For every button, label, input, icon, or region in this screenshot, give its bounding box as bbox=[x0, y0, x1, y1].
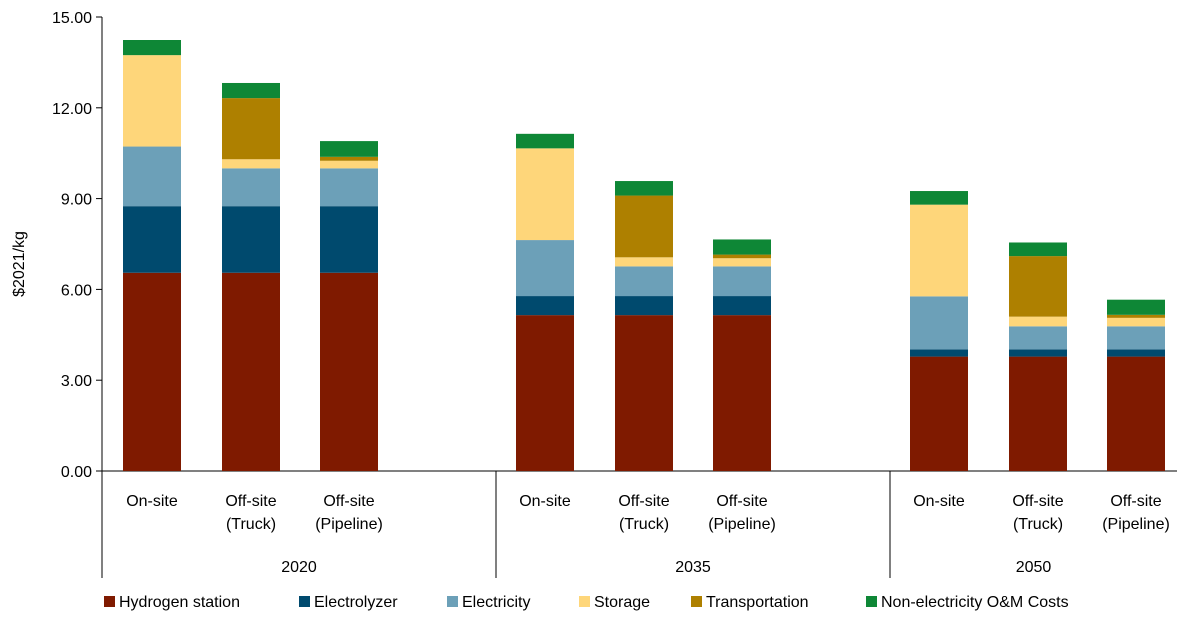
legend-swatch bbox=[299, 596, 310, 607]
y-tick-label: 0.00 bbox=[61, 464, 92, 481]
bar-segment-electricity bbox=[1009, 326, 1067, 350]
bar-segment-storage bbox=[910, 204, 968, 297]
bar-segment-electrolyzer bbox=[910, 349, 968, 357]
bar-segment-electrolyzer bbox=[1107, 349, 1165, 357]
bar-segment-storage bbox=[123, 55, 181, 147]
legend-swatch bbox=[691, 596, 702, 607]
legend-label: Storage bbox=[594, 594, 650, 611]
category-label: (Truck) bbox=[226, 516, 276, 533]
bar-segment-transportation bbox=[615, 195, 673, 258]
bar-segment-hydrogen-station bbox=[516, 315, 574, 471]
category-label: Off-site bbox=[716, 493, 767, 510]
bar-segment-non-electricity-o-m-costs bbox=[222, 82, 280, 99]
bar-segment-electrolyzer bbox=[516, 296, 574, 316]
category-label: Off-site bbox=[323, 493, 374, 510]
bar-segment-hydrogen-station bbox=[222, 272, 280, 471]
category-label: Off-site bbox=[618, 493, 669, 510]
bar-segment-storage bbox=[320, 160, 378, 169]
bar-segment-electrolyzer bbox=[222, 206, 280, 273]
category-label: On-site bbox=[126, 493, 178, 510]
category-label: Off-site bbox=[1012, 493, 1063, 510]
bar-segment-storage bbox=[1009, 316, 1067, 327]
legend-swatch bbox=[104, 596, 115, 607]
category-label: Off-site bbox=[225, 493, 276, 510]
bar-segment-hydrogen-station bbox=[320, 272, 378, 471]
bar-segment-transportation bbox=[1107, 314, 1165, 318]
category-label: (Pipeline) bbox=[708, 516, 776, 533]
category-label: Off-site bbox=[1110, 493, 1161, 510]
y-axis-title: $2021/kg bbox=[11, 231, 28, 297]
bar-segment-transportation bbox=[713, 254, 771, 259]
legend-swatch bbox=[866, 596, 877, 607]
bar-segment-transportation bbox=[222, 98, 280, 160]
bar-segment-storage bbox=[1107, 317, 1165, 327]
bar-segment-hydrogen-station bbox=[713, 315, 771, 471]
category-label: (Truck) bbox=[619, 516, 669, 533]
legend-label: Transportation bbox=[706, 594, 809, 611]
legend-label: Electricity bbox=[462, 594, 530, 611]
bar-segment-storage bbox=[516, 148, 574, 241]
bar-segment-hydrogen-station bbox=[1009, 356, 1067, 471]
bar-segment-electrolyzer bbox=[123, 206, 181, 273]
bar-segment-storage bbox=[222, 159, 280, 169]
y-tick-label: 15.00 bbox=[52, 10, 92, 27]
bar-segment-hydrogen-station bbox=[123, 272, 181, 471]
bar-segment-electricity bbox=[1107, 326, 1165, 350]
legend-swatch bbox=[579, 596, 590, 607]
bar-segment-hydrogen-station bbox=[1107, 356, 1165, 471]
legend-label: Electrolyzer bbox=[314, 594, 398, 611]
y-tick-label: 3.00 bbox=[61, 373, 92, 390]
bar-segment-storage bbox=[615, 257, 673, 267]
bar-segment-electrolyzer bbox=[320, 206, 378, 273]
bar-segment-non-electricity-o-m-costs bbox=[615, 181, 673, 196]
category-label: (Pipeline) bbox=[315, 516, 383, 533]
category-label: On-site bbox=[913, 493, 965, 510]
bar-segment-non-electricity-o-m-costs bbox=[910, 191, 968, 205]
bar-segment-electricity bbox=[222, 168, 280, 207]
group-label: 2050 bbox=[1016, 559, 1052, 576]
bar-segment-hydrogen-station bbox=[615, 315, 673, 471]
bar-segment-non-electricity-o-m-costs bbox=[320, 141, 378, 157]
bar-segment-hydrogen-station bbox=[910, 356, 968, 471]
category-label: (Truck) bbox=[1013, 516, 1063, 533]
category-label: (Pipeline) bbox=[1102, 516, 1170, 533]
bar-segment-storage bbox=[713, 258, 771, 267]
bar-segment-electricity bbox=[320, 168, 378, 207]
y-tick-label: 6.00 bbox=[61, 282, 92, 299]
bar-segment-non-electricity-o-m-costs bbox=[123, 40, 181, 56]
bar-segment-non-electricity-o-m-costs bbox=[1107, 299, 1165, 315]
bar-segment-electricity bbox=[615, 266, 673, 297]
bar-segment-electricity bbox=[516, 240, 574, 297]
bar-segment-non-electricity-o-m-costs bbox=[713, 239, 771, 255]
legend-swatch bbox=[447, 596, 458, 607]
bar-segment-non-electricity-o-m-costs bbox=[1009, 242, 1067, 257]
legend-label: Non-electricity O&M Costs bbox=[881, 594, 1069, 611]
bar-segment-electrolyzer bbox=[713, 296, 771, 316]
group-label: 2035 bbox=[675, 559, 711, 576]
bar-segment-electricity bbox=[910, 296, 968, 350]
legend-label: Hydrogen station bbox=[119, 594, 240, 611]
bar-segment-electrolyzer bbox=[1009, 349, 1067, 357]
y-tick-label: 9.00 bbox=[61, 192, 92, 209]
bar-segment-transportation bbox=[1009, 256, 1067, 317]
bar-segment-electricity bbox=[123, 146, 181, 207]
category-label: On-site bbox=[519, 493, 571, 510]
y-tick-label: 12.00 bbox=[52, 101, 92, 118]
bar-segment-electrolyzer bbox=[615, 296, 673, 316]
bar-segment-electricity bbox=[713, 266, 771, 297]
bar-segment-non-electricity-o-m-costs bbox=[516, 133, 574, 149]
bar-segment-transportation bbox=[320, 156, 378, 161]
group-label: 2020 bbox=[281, 559, 317, 576]
